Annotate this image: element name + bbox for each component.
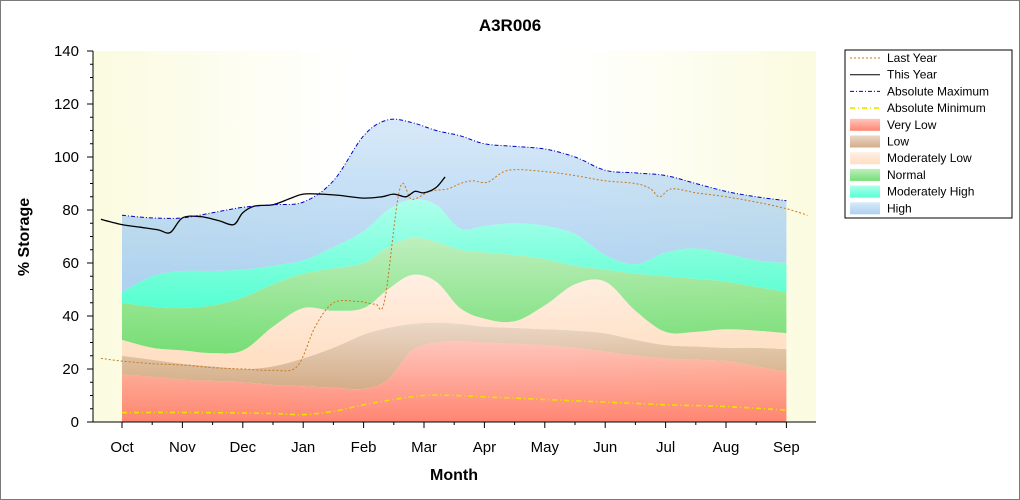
legend-label: Normal bbox=[887, 168, 926, 182]
x-tick-label-feb: Feb bbox=[351, 439, 377, 456]
band-high bbox=[122, 119, 787, 293]
legend-item-absolute-minimum: Absolute Minimum bbox=[850, 101, 986, 115]
y-tick-label: 100 bbox=[54, 149, 79, 166]
y-tick-label: 140 bbox=[54, 43, 79, 60]
y-tick-label: 60 bbox=[62, 255, 79, 272]
y-axis-title: % Storage bbox=[16, 198, 33, 276]
x-ticks: Oct Nov Dec Jan Feb Mar Apr May Jun Jul Aug Sep bbox=[110, 422, 800, 456]
legend-swatch bbox=[850, 185, 880, 198]
x-tick-label-mar: Mar bbox=[411, 439, 437, 456]
y-tick-label: 80 bbox=[62, 202, 79, 219]
legend-label: Very Low bbox=[887, 118, 937, 132]
line-absolute-maximum bbox=[121, 118, 787, 219]
legend-label: Last Year bbox=[887, 51, 937, 65]
y-tick-label: 0 bbox=[71, 414, 79, 431]
legend-label: Absolute Minimum bbox=[887, 101, 986, 115]
lines-layer bbox=[100, 118, 808, 416]
chart-title: A3R006 bbox=[479, 16, 541, 35]
x-tick-label-aug: Aug bbox=[713, 439, 740, 456]
legend-item-low: Low bbox=[850, 135, 909, 149]
legend-item-absolute-maximum: Absolute Maximum bbox=[850, 84, 989, 98]
legend-swatch bbox=[850, 202, 880, 215]
line-absolute-minimum bbox=[121, 394, 787, 416]
x-tick-label-jan: Jan bbox=[291, 439, 315, 456]
legend-swatch bbox=[850, 118, 880, 131]
x-tick-label-oct: Oct bbox=[110, 439, 134, 456]
x-tick-label-dec: Dec bbox=[229, 439, 256, 456]
band-moderately-high bbox=[122, 199, 787, 309]
band-low bbox=[122, 322, 787, 390]
legend-label: Moderately Low bbox=[887, 151, 972, 165]
legend-label: Low bbox=[887, 135, 909, 149]
x-tick-label-jul: Jul bbox=[656, 439, 675, 456]
legend-swatch bbox=[850, 168, 880, 181]
x-tick-label-apr: Apr bbox=[473, 439, 496, 456]
legend-item-moderately-low: Moderately Low bbox=[850, 151, 972, 165]
legend-item-very-low: Very Low bbox=[850, 118, 937, 132]
x-axis-title: Month bbox=[430, 467, 478, 484]
x-tick-label-nov: Nov bbox=[169, 439, 196, 456]
bands-layer bbox=[122, 119, 787, 422]
legend: Last Year This Year Absolute Maximum Absolu… bbox=[844, 49, 1013, 219]
y-ticks: 0 20 40 60 80 100 120 140 bbox=[54, 43, 93, 431]
legend-item-normal: Normal bbox=[850, 168, 926, 182]
legend-item-this-year: This Year bbox=[850, 68, 937, 82]
legend-label: Moderately High bbox=[887, 185, 974, 199]
line-this-year bbox=[100, 176, 446, 234]
x-tick-label-may: May bbox=[531, 439, 560, 456]
band-moderately-low bbox=[122, 274, 787, 369]
line-last-year bbox=[100, 169, 808, 372]
legend-item-moderately-high: Moderately High bbox=[850, 185, 974, 199]
legend-label: High bbox=[887, 201, 912, 215]
band-very-low bbox=[122, 341, 787, 422]
x-tick-label-sep: Sep bbox=[773, 439, 800, 456]
x-tick-label-jun: Jun bbox=[593, 439, 617, 456]
legend-label: This Year bbox=[887, 68, 937, 82]
legend-label: Absolute Maximum bbox=[887, 84, 989, 98]
legend-swatch bbox=[850, 152, 880, 165]
band-normal bbox=[122, 237, 787, 354]
legend-swatch bbox=[850, 135, 880, 148]
legend-item-high: High bbox=[850, 201, 912, 215]
y-tick-label: 20 bbox=[62, 361, 79, 378]
legend-item-last-year: Last Year bbox=[850, 51, 937, 65]
y-tick-label: 40 bbox=[62, 308, 79, 325]
y-tick-label: 120 bbox=[54, 96, 79, 113]
